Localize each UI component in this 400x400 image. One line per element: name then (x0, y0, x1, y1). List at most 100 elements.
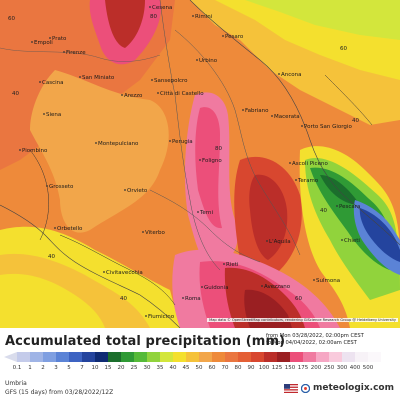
legend-label: 50 (195, 365, 203, 371)
city-montepulciano: Montepulciano (95, 141, 139, 147)
time-to: to Mon 04/04/2022, 02:00am CEST (266, 340, 357, 346)
city-sansepolcro: Sansepolcro (151, 78, 188, 84)
legend-label: 0.1 (12, 365, 22, 371)
city-label: Montepulciano (98, 141, 139, 147)
city-viterbo: Viterbo (142, 230, 165, 236)
legend-label: 500 (362, 365, 374, 371)
city-label: Siena (46, 112, 61, 118)
city-label: Terni (199, 210, 213, 216)
isoline-label: 80 (150, 14, 157, 20)
city-label: Teramo (297, 178, 319, 184)
city-label: Porto San Giorgio (304, 124, 352, 130)
isoline-2 (324, 74, 373, 126)
city-label: Orbetello (57, 226, 83, 232)
city-label: Arezzo (124, 93, 143, 99)
city-san-miniato: San Miniato (79, 75, 115, 81)
isoline-1 (29, 149, 49, 241)
city-sulmona: Sulmona (313, 278, 340, 284)
legend-swatch (147, 352, 160, 362)
legend-swatch (264, 352, 277, 362)
city-label: Città di Castello (160, 90, 204, 97)
city-teramo: Teramo (295, 178, 319, 184)
legend-swatch (30, 352, 43, 362)
time-from: from Mon 03/28/2022, 02:00pm CEST (266, 333, 364, 339)
city-label: Viterbo (145, 230, 165, 236)
legend-swatch (303, 352, 316, 362)
city-label: Urbino (199, 58, 218, 64)
time-range: from Mon 03/28/2022, 02:00pm CEST to Mon… (266, 333, 396, 347)
legend-swatch (56, 352, 69, 362)
legend-label: 150 (284, 365, 296, 371)
city-prato: Prato (49, 36, 67, 42)
city-piombino: Piombino (19, 148, 48, 154)
legend-label: 10 (91, 365, 99, 371)
city-label: Firenze (66, 50, 86, 56)
city-arezzo: Arezzo (121, 93, 143, 99)
precip-zone-60 (30, 70, 169, 233)
city-firenze: Firenze (63, 50, 86, 56)
region-border-west (159, 0, 221, 271)
legend-label: 5 (67, 365, 71, 371)
legend-label: 45 (182, 365, 190, 371)
legend-label: 2 (41, 365, 45, 371)
city-cascina: Cascina (39, 80, 63, 86)
legend-label: 1 (28, 365, 32, 371)
city-label: Orvieto (127, 188, 148, 194)
legend-swatch (82, 352, 95, 362)
isoline-label: 40 (12, 91, 19, 97)
map-canvas: Cesena Rimini Pesaro Prato Firenze Empol… (0, 0, 400, 328)
legend-swatch (368, 352, 381, 362)
legend-label: 15 (104, 365, 112, 371)
precip-zone-175-central (195, 107, 222, 229)
precipitation-map[interactable]: Cesena Rimini Pesaro Prato Firenze Empol… (0, 0, 400, 328)
city-orbetello: Orbetello (54, 226, 83, 232)
city-macerata: Macerata (271, 114, 300, 120)
city-label: Cesena (152, 5, 172, 11)
tyrrhenian-coastline (0, 204, 181, 328)
city-label: Sulmona (316, 278, 340, 284)
city-labels: Cesena Rimini Pesaro Prato Firenze Empol… (19, 5, 360, 320)
legend-swatch (212, 352, 225, 362)
isoline-labels: 60 40 40 60 80 40 40 40 60 80 (8, 14, 359, 302)
legend-label: 250 (323, 365, 335, 371)
region-border-south (149, 189, 261, 263)
city-roma: Roma (182, 296, 201, 302)
legend-label: 30 (143, 365, 151, 371)
legend-swatch (238, 352, 251, 362)
city-empoli: Empoli (31, 40, 53, 46)
legend-label: 70 (221, 365, 229, 371)
legend-swatch (199, 352, 212, 362)
legend-label: 20 (117, 365, 125, 371)
legend-swatch (329, 352, 342, 362)
legend-swatch (186, 352, 199, 362)
isoline-label: 40 (120, 296, 127, 302)
city-orvieto: Orvieto (124, 188, 148, 194)
legend-swatch (69, 352, 82, 362)
city-label: Empoli (34, 40, 53, 46)
legend-swatch (290, 352, 303, 362)
brand[interactable]: meteologix.com (284, 383, 394, 393)
legend-label: 80 (234, 365, 242, 371)
precip-zone-45-coast (0, 273, 105, 328)
meteologix-logo-icon (301, 383, 310, 393)
legend-swatch (173, 352, 186, 362)
city-siena: Siena (43, 112, 61, 118)
city-grosseto: Grosseto (46, 184, 74, 190)
legend-swatch (277, 352, 290, 362)
city-terni: Terni (197, 210, 213, 216)
city-fiumicino: Fiumicino (145, 314, 175, 320)
city-laquila: L'Aquila (266, 239, 291, 245)
city-label: Ancona (281, 72, 302, 78)
legend-swatch (225, 352, 238, 362)
isoline-label: 40 (320, 208, 327, 214)
legend-label: 90 (247, 365, 255, 371)
legend-swatch (251, 352, 264, 362)
isoline-3 (59, 234, 176, 306)
city-label: Piombino (22, 148, 48, 154)
legend-swatch (4, 352, 17, 362)
legend-label: 7 (80, 365, 84, 371)
city-label: Fabriano (245, 108, 269, 114)
us-flag-icon[interactable] (284, 383, 298, 393)
legend-label: 100 (258, 365, 270, 371)
city-civitavecchia: Civitavecchia (103, 270, 143, 276)
